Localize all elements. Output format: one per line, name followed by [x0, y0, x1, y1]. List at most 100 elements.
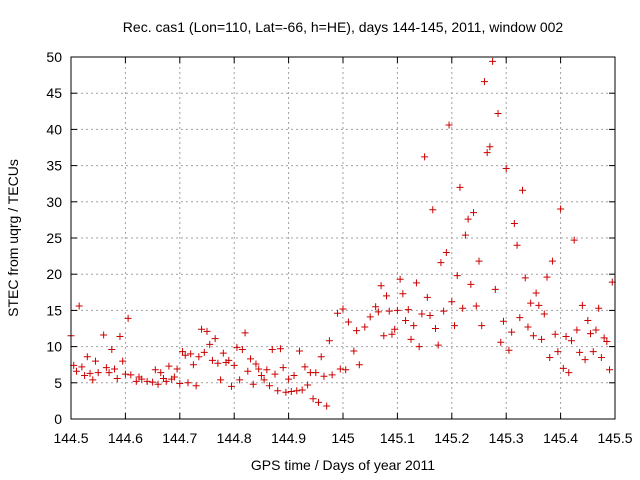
data-point [214, 359, 222, 367]
data-point [227, 382, 235, 390]
y-tick-label: 0 [54, 411, 62, 427]
data-point [587, 330, 595, 338]
data-point [111, 365, 119, 373]
data-point [268, 345, 276, 353]
data-point [241, 329, 249, 337]
data-point [282, 388, 290, 396]
data-point [431, 325, 439, 332]
data-point [532, 289, 540, 297]
data-point [480, 78, 488, 86]
data-point [377, 282, 385, 290]
x-tick-label: 145.2 [434, 430, 469, 446]
data-point [399, 290, 407, 298]
data-point [415, 343, 423, 351]
y-tick-label: 25 [46, 230, 62, 246]
data-point [230, 361, 238, 369]
data-point [464, 215, 472, 223]
data-point [470, 209, 478, 217]
data-point [274, 387, 282, 395]
y-tick-label: 15 [46, 302, 62, 318]
data-point [290, 372, 298, 380]
data-point [595, 304, 603, 312]
data-point [279, 364, 287, 372]
data-point [72, 367, 80, 375]
data-point [483, 149, 491, 157]
data-point [606, 366, 614, 374]
data-point [538, 335, 546, 343]
data-point [225, 356, 233, 364]
data-point [236, 376, 244, 384]
data-point [75, 302, 83, 310]
data-point [200, 348, 208, 356]
data-point [162, 377, 170, 385]
data-point [567, 337, 575, 345]
data-point [154, 380, 162, 388]
data-point [434, 341, 442, 349]
data-point [121, 370, 129, 378]
data-point [219, 349, 227, 357]
data-point [203, 327, 211, 335]
data-point [206, 340, 214, 348]
data-point [497, 338, 505, 346]
data-point [298, 386, 306, 394]
data-point [301, 363, 309, 371]
data-point [529, 332, 537, 340]
data-point [576, 348, 584, 356]
data-point [83, 353, 91, 361]
data-point [344, 318, 352, 326]
y-tick-label: 45 [46, 85, 62, 101]
data-point [309, 395, 317, 403]
data-point [334, 309, 342, 317]
data-point [244, 367, 252, 375]
data-point [581, 356, 589, 364]
data-point [113, 374, 121, 382]
data-point [584, 317, 592, 325]
data-point [100, 331, 108, 339]
data-point [508, 328, 516, 336]
x-tick-label: 144.7 [162, 430, 197, 446]
data-points [67, 57, 616, 410]
data-point [475, 257, 483, 265]
data-point [361, 323, 369, 331]
x-tick-label: 145.3 [489, 430, 524, 446]
data-point [372, 303, 380, 311]
data-point [426, 311, 434, 319]
data-point [578, 301, 586, 309]
data-point [336, 365, 344, 373]
data-point [116, 332, 124, 340]
x-tick-label: 145.4 [543, 430, 578, 446]
data-point [535, 301, 543, 309]
x-tick-label: 145.1 [380, 430, 415, 446]
data-point [524, 323, 532, 331]
data-point [94, 369, 102, 377]
data-point [198, 325, 206, 333]
data-point [557, 205, 565, 213]
data-point [516, 314, 524, 322]
data-point [266, 382, 274, 390]
data-point [317, 353, 325, 361]
data-point [407, 335, 415, 343]
data-point [551, 330, 559, 338]
data-point [342, 366, 350, 374]
y-axis-label: STEC from uqrg / TECUs [5, 159, 21, 317]
x-axis-label: GPS time / Days of year 2011 [251, 457, 435, 473]
data-point [478, 322, 486, 330]
data-point [271, 370, 279, 378]
data-point [448, 298, 456, 306]
data-point [249, 380, 257, 388]
data-point [396, 275, 404, 283]
x-tick-label: 145 [331, 430, 355, 446]
data-point [404, 306, 412, 314]
data-point [391, 325, 399, 333]
data-point [127, 371, 135, 379]
data-point [412, 279, 420, 287]
data-point [459, 304, 467, 312]
data-point [355, 361, 363, 369]
data-point [238, 345, 246, 353]
data-point [176, 380, 184, 388]
data-point [119, 357, 127, 365]
data-point [211, 335, 219, 343]
data-point [402, 317, 410, 325]
data-point [453, 272, 461, 280]
